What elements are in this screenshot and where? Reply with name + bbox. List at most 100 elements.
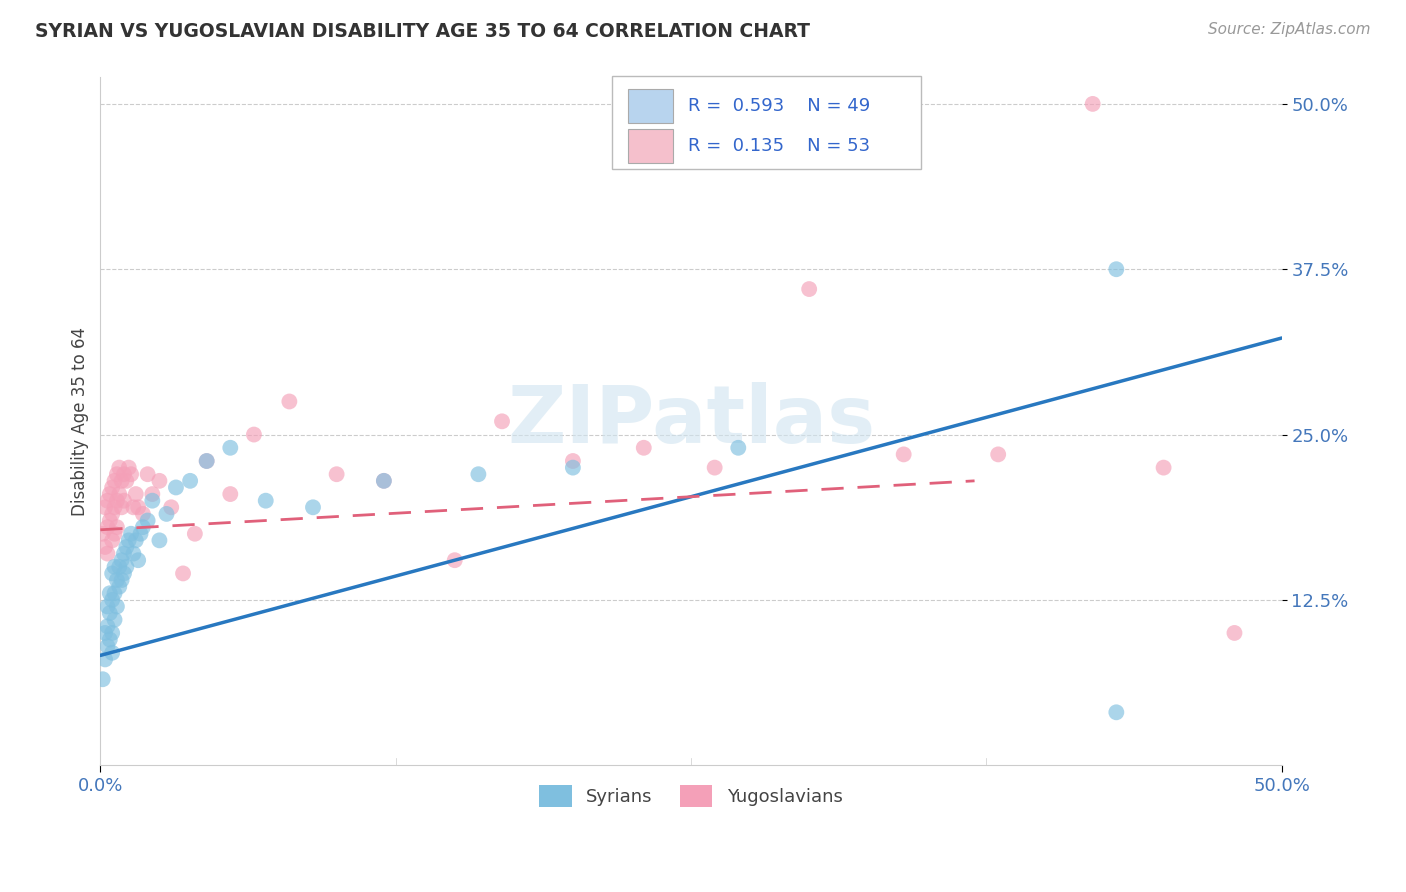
Point [219,487,242,501]
Point [98,586,121,600]
Point [125,487,148,501]
Point [108,487,131,501]
Point [105,599,128,614]
Point [108,580,131,594]
Point [96,493,118,508]
Point [94,626,117,640]
Point [115,540,138,554]
Point [172,566,194,581]
Point [101,566,124,581]
Point [127,553,149,567]
Point [101,480,124,494]
Point [703,460,725,475]
Point [101,533,124,548]
Text: R =  0.135    N = 53: R = 0.135 N = 53 [688,137,870,155]
Point [727,441,749,455]
Text: SYRIAN VS YUGOSLAVIAN DISABILITY AGE 35 TO 64 CORRELATION CHART: SYRIAN VS YUGOSLAVIAN DISABILITY AGE 35 … [35,22,810,41]
Point [325,467,347,482]
Point [91,526,114,541]
Text: ZIPatlas: ZIPatlas [508,383,875,460]
Point [1105,706,1128,720]
Y-axis label: Disability Age 35 to 64: Disability Age 35 to 64 [72,326,89,516]
Point [1153,460,1175,475]
Point [105,573,128,587]
Point [103,526,125,541]
Point [1105,262,1128,277]
Point [103,500,125,515]
Point [112,467,135,482]
Point [179,474,201,488]
Point [1081,96,1104,111]
Point [103,474,125,488]
Point [165,480,187,494]
Point [110,573,132,587]
Point [98,487,121,501]
Point [561,460,583,475]
Point [132,520,155,534]
Point [155,507,177,521]
Point [122,547,145,561]
Point [96,547,118,561]
Point [105,520,128,534]
Point [105,493,128,508]
Point [136,514,159,528]
Point [129,526,152,541]
Point [302,500,325,515]
Point [127,500,149,515]
Point [110,474,132,488]
Point [98,632,121,647]
Point [110,553,132,567]
Point [118,460,141,475]
Point [799,282,821,296]
Point [112,566,135,581]
Point [120,526,142,541]
Point [373,474,395,488]
Point [94,540,117,554]
Point [491,414,513,428]
Point [112,547,135,561]
Point [94,652,117,666]
Point [373,474,395,488]
Point [148,474,170,488]
Point [141,493,163,508]
Point [110,500,132,515]
Point [160,500,183,515]
Point [219,441,242,455]
Point [141,487,163,501]
Point [278,394,301,409]
Point [118,533,141,548]
Point [115,559,138,574]
Point [98,514,121,528]
Point [94,500,117,515]
Point [101,507,124,521]
Point [96,639,118,653]
Point [103,613,125,627]
Point [91,672,114,686]
Point [108,559,131,574]
Point [103,586,125,600]
Point [101,646,124,660]
Point [184,526,207,541]
Point [122,500,145,515]
Text: Source: ZipAtlas.com: Source: ZipAtlas.com [1208,22,1371,37]
Point [254,493,277,508]
Point [1223,626,1246,640]
Point [115,474,138,488]
Point [195,454,218,468]
Point [561,454,583,468]
Point [120,467,142,482]
Point [132,507,155,521]
Point [633,441,655,455]
Point [96,520,118,534]
Legend: Syrians, Yugoslavians: Syrians, Yugoslavians [531,778,851,814]
Point [136,467,159,482]
Point [96,599,118,614]
Point [195,454,218,468]
Point [125,533,148,548]
Text: R =  0.593    N = 49: R = 0.593 N = 49 [688,97,870,115]
Point [893,447,915,461]
Point [101,626,124,640]
Point [467,467,489,482]
Point [105,467,128,482]
Point [987,447,1010,461]
